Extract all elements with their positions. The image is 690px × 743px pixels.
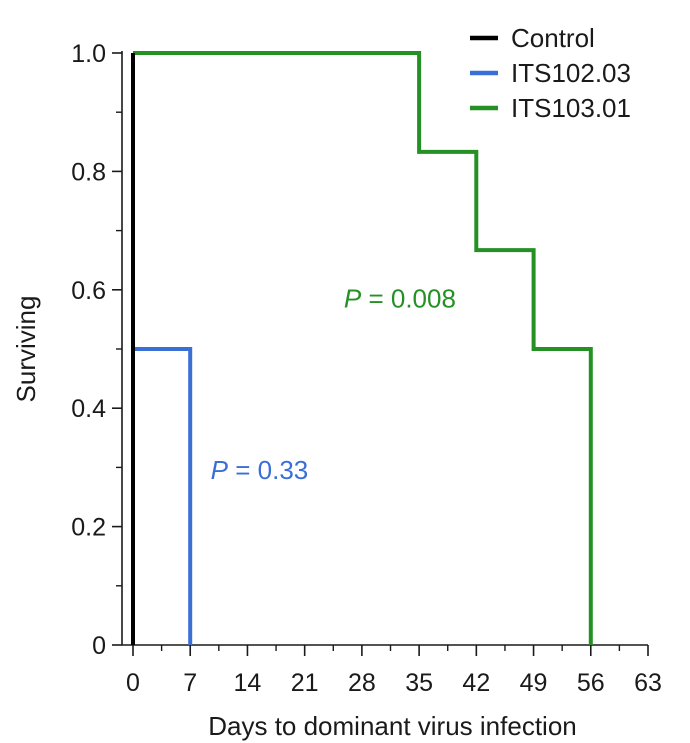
y-tick-label: 0.8 bbox=[71, 158, 106, 186]
x-tick-label: 7 bbox=[183, 669, 197, 697]
series-line-its103-01 bbox=[133, 51, 593, 645]
axes: 0 0.2 0.4 0.6 0.8 1.0 0 7 14 21 28 35 42 49 56 63 Days t… bbox=[11, 40, 662, 741]
y-tick-label: 1.0 bbox=[71, 40, 106, 68]
p-symbol: P bbox=[211, 455, 229, 485]
x-tick-label: 21 bbox=[291, 669, 319, 697]
x-tick-label: 63 bbox=[634, 669, 662, 697]
annotations: P = 0.33P = 0.008 bbox=[211, 284, 456, 486]
legend-label: Control bbox=[511, 23, 595, 53]
p-value: = 0.33 bbox=[228, 455, 308, 485]
x-tick-label: 14 bbox=[234, 669, 262, 697]
x-tick-label: 35 bbox=[405, 669, 433, 697]
x-tick-label: 28 bbox=[348, 669, 376, 697]
y-tick-label: 0.6 bbox=[71, 277, 106, 305]
p-value: = 0.008 bbox=[361, 284, 456, 314]
legend: Control ITS102.03 ITS103.01 bbox=[470, 23, 631, 123]
x-tick-label: 42 bbox=[462, 669, 490, 697]
y-axis-title: Surviving bbox=[11, 296, 41, 403]
y-tick-label: 0 bbox=[92, 632, 106, 660]
x-tick-label: 56 bbox=[577, 669, 605, 697]
legend-label: ITS103.01 bbox=[511, 93, 631, 123]
x-tick-label: 49 bbox=[520, 669, 548, 697]
x-axis-title: Days to dominant virus infection bbox=[208, 711, 577, 741]
x-tick-label: 0 bbox=[126, 669, 140, 697]
y-tick-label: 0.2 bbox=[71, 514, 106, 542]
p-value-annotation: P = 0.33 bbox=[211, 455, 309, 485]
series-line-its102-03 bbox=[131, 53, 193, 645]
legend-label: ITS102.03 bbox=[511, 58, 631, 88]
y-tick-label: 0.4 bbox=[71, 395, 106, 423]
p-value-annotation: P = 0.008 bbox=[344, 284, 456, 314]
series-lines bbox=[131, 51, 593, 645]
p-symbol: P bbox=[344, 284, 362, 314]
